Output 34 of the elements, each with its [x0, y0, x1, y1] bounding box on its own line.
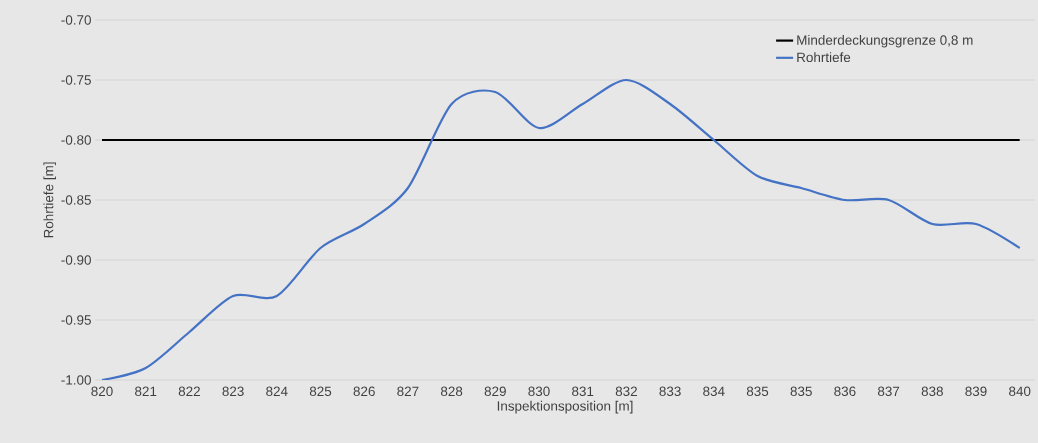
x-tick-label: 837: [877, 386, 900, 397]
x-tick-label: 832: [615, 386, 637, 397]
x-tick-label: 820: [91, 386, 113, 397]
x-tick-label: 838: [921, 386, 943, 397]
x-tick-label: 835: [790, 386, 812, 397]
y-axis-title: Rohrtiefe [m]: [43, 162, 56, 238]
x-tick-label: 822: [178, 386, 200, 397]
x-tick-label: 824: [266, 386, 288, 397]
y-tick-label: -0.90: [61, 255, 91, 265]
x-tick-label: 839: [965, 386, 987, 397]
x-tick-label: 831: [572, 386, 594, 397]
x-tick-label: 829: [484, 386, 506, 397]
x-tick-label: 828: [440, 386, 463, 397]
x-tick-label: 825: [309, 386, 332, 397]
y-tick-label: -0.80: [61, 135, 91, 145]
y-tick-label: -0.70: [61, 15, 91, 25]
x-tick-label: 821: [135, 386, 157, 397]
x-tick-label: 840: [1009, 386, 1031, 397]
y-tick-label: -0.75: [61, 75, 91, 85]
x-tick-label: 834: [703, 386, 725, 397]
y-tick-label: -0.85: [61, 195, 91, 205]
line-series: [100, 78, 1021, 380]
y-tick-label: -0.95: [61, 315, 91, 325]
x-tick-label: 830: [528, 386, 550, 397]
x-tick-label: 836: [834, 386, 856, 397]
x-tick-label: 823: [222, 386, 244, 397]
legend-label: Rohrtiefe: [797, 52, 851, 63]
x-tick-label: 835: [746, 386, 769, 397]
legend-label: Minderdeckungsgrenze 0,8 m: [797, 34, 973, 48]
x-tick-label: 833: [659, 386, 681, 397]
x-axis-title: Inspektionsposition [m]: [497, 400, 633, 414]
x-tick-label: 826: [353, 386, 375, 397]
y-tick-label: -1.00: [61, 375, 91, 385]
x-tick-label: 827: [397, 386, 419, 397]
